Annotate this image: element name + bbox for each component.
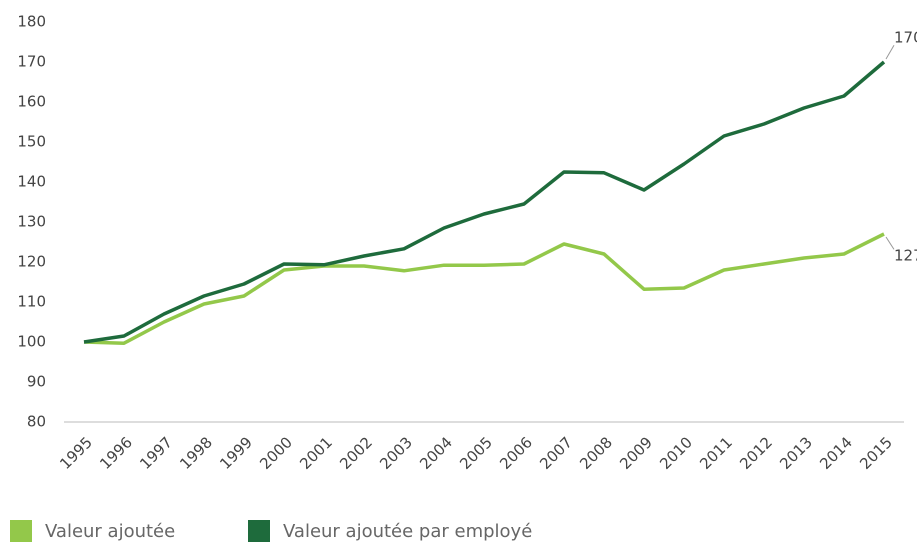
x-tick-label: 1995 xyxy=(56,433,96,473)
value-label: 127 xyxy=(894,247,917,265)
legend-label: Valeur ajoutée xyxy=(45,521,175,542)
leader-line xyxy=(885,236,895,250)
y-tick-label: 160 xyxy=(17,93,46,111)
x-tick-label: 2006 xyxy=(496,433,536,473)
y-tick-label: 90 xyxy=(27,373,46,391)
x-tick-label: 2011 xyxy=(696,433,736,473)
y-tick-label: 110 xyxy=(17,293,46,311)
y-tick-label: 100 xyxy=(17,333,46,351)
x-tick-label: 2015 xyxy=(856,433,896,473)
x-tick-label: 2010 xyxy=(656,433,696,473)
legend-label: Valeur ajoutée par employé xyxy=(283,521,532,542)
x-tick-label: 2008 xyxy=(576,433,616,473)
legend-swatch xyxy=(10,520,32,542)
x-tick-label: 1998 xyxy=(176,433,216,473)
y-tick-label: 140 xyxy=(17,173,46,191)
x-tick-label: 1996 xyxy=(96,433,136,473)
y-tick-label: 170 xyxy=(17,53,46,71)
x-tick-label: 1999 xyxy=(216,433,256,473)
x-tick-label: 2012 xyxy=(736,433,776,473)
x-tick-label: 2002 xyxy=(336,433,376,473)
x-tick-label: 2009 xyxy=(616,433,656,473)
leader-line xyxy=(885,44,895,60)
line-series xyxy=(83,232,885,345)
x-tick-label: 2007 xyxy=(536,433,576,473)
y-tick-label: 180 xyxy=(17,13,46,31)
x-tick-label: 1997 xyxy=(136,433,176,473)
x-tick-label: 2014 xyxy=(816,433,856,473)
line-series xyxy=(83,60,886,344)
x-tick-label: 2003 xyxy=(376,433,416,473)
y-tick-label: 130 xyxy=(17,213,46,231)
value-label: 170 xyxy=(894,29,917,47)
y-tick-label: 150 xyxy=(17,133,46,151)
x-tick-label: 2000 xyxy=(256,433,296,473)
legend-swatch xyxy=(248,520,270,542)
x-tick-label: 2005 xyxy=(456,433,496,473)
x-tick-label: 2004 xyxy=(416,433,456,473)
y-tick-label: 120 xyxy=(17,253,46,271)
x-tick-label: 2013 xyxy=(776,433,816,473)
y-tick-label: 80 xyxy=(27,413,46,431)
x-tick-label: 2001 xyxy=(296,433,336,473)
